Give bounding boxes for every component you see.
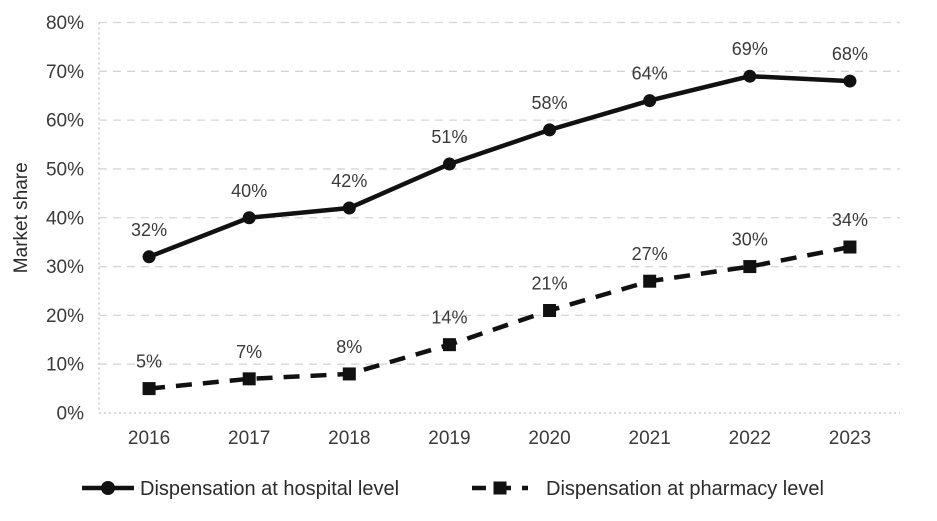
y-tick-label: 40% — [46, 208, 84, 229]
data-label: 14% — [431, 308, 467, 328]
data-point-marker-square — [843, 240, 857, 254]
legend-label-hospital: Dispensation at hospital level — [140, 478, 399, 500]
data-label: 68% — [832, 44, 868, 64]
y-axis-title: Market share — [11, 162, 32, 273]
data-label: 8% — [336, 337, 362, 357]
data-label: 27% — [632, 244, 668, 264]
y-tick-label: 0% — [57, 404, 85, 425]
x-tick-label: 2019 — [428, 428, 470, 449]
data-label: 69% — [732, 39, 768, 59]
x-tick-label: 2016 — [128, 428, 170, 449]
data-point-marker-circle — [142, 250, 156, 264]
x-tick-label: 2021 — [629, 428, 671, 449]
y-tick-label: 70% — [46, 62, 84, 83]
data-label: 42% — [331, 171, 367, 191]
data-point-marker-circle — [743, 69, 757, 83]
series-line-pharmacy — [148, 244, 851, 391]
data-point-marker-square — [643, 274, 657, 288]
data-point-marker-circle — [843, 74, 857, 88]
data-label: 34% — [832, 210, 868, 230]
data-label: 32% — [131, 220, 167, 240]
data-point-marker-square — [442, 338, 456, 352]
legend-label-pharmacy: Dispensation at pharmacy level — [546, 478, 824, 500]
y-tick-label: 10% — [46, 355, 84, 376]
x-tick-label: 2023 — [829, 428, 871, 449]
data-point-marker-square — [242, 372, 256, 386]
data-label: 40% — [231, 181, 267, 201]
data-point-marker-circle — [442, 157, 456, 171]
y-tick-label: 30% — [46, 257, 84, 278]
legend-swatch-hospital-marker — [101, 481, 115, 495]
x-tick-label: 2020 — [528, 428, 570, 449]
x-tick-label: 2018 — [328, 428, 370, 449]
y-tick-label: 80% — [46, 13, 84, 34]
y-tick-label: 60% — [46, 111, 84, 132]
data-label: 21% — [532, 273, 568, 293]
y-tick-label: 50% — [46, 159, 84, 180]
data-point-marker-circle — [342, 201, 356, 215]
data-label: 64% — [632, 64, 668, 84]
data-label: 51% — [431, 127, 467, 147]
data-label: 7% — [236, 342, 262, 362]
data-point-marker-circle — [643, 94, 657, 108]
data-point-marker-circle — [543, 123, 557, 137]
y-tick-label: 20% — [46, 306, 84, 327]
data-point-marker-circle — [242, 211, 256, 225]
x-tick-label: 2017 — [228, 428, 270, 449]
x-tick-label: 2022 — [729, 428, 771, 449]
data-label: 30% — [732, 230, 768, 250]
data-point-marker-square — [743, 260, 757, 274]
data-point-marker-square — [543, 303, 557, 317]
data-label: 58% — [532, 93, 568, 113]
data-point-marker-square — [142, 382, 156, 396]
data-label: 5% — [136, 352, 162, 372]
series-line-hospital — [146, 73, 853, 260]
legend-swatch-pharmacy-marker — [493, 481, 507, 495]
data-point-marker-square — [342, 367, 356, 381]
